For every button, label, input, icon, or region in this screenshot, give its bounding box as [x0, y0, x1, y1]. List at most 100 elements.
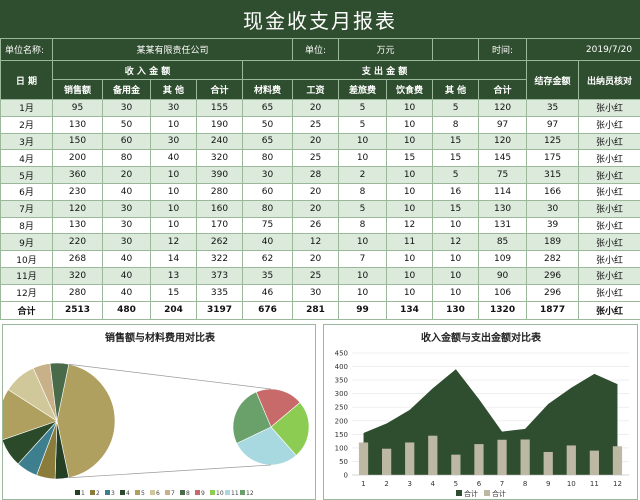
- table-cell[interactable]: 268: [52, 250, 103, 268]
- table-cell[interactable]: 95: [52, 99, 103, 117]
- table-cell[interactable]: 12: [292, 233, 340, 252]
- table-cell[interactable]: 230: [52, 182, 103, 201]
- table-cell[interactable]: 25: [292, 266, 340, 285]
- table-cell[interactable]: 240: [196, 132, 243, 151]
- table-cell[interactable]: 85: [478, 233, 528, 252]
- table-cell[interactable]: 10: [150, 199, 197, 218]
- table-cell[interactable]: 80: [102, 149, 151, 168]
- table-cell[interactable]: 25: [292, 149, 340, 168]
- month-cell[interactable]: 7月: [0, 199, 53, 218]
- table-cell[interactable]: 20: [292, 182, 340, 201]
- total-cell[interactable]: 3197: [196, 300, 243, 320]
- table-cell[interactable]: 175: [526, 149, 580, 168]
- table-cell[interactable]: 296: [526, 283, 580, 302]
- table-cell[interactable]: 335: [196, 283, 243, 302]
- table-cell[interactable]: 155: [196, 99, 243, 117]
- time-value[interactable]: 2019/7/20: [526, 38, 640, 61]
- table-cell[interactable]: 10: [386, 283, 434, 302]
- table-cell[interactable]: 360: [52, 166, 103, 184]
- table-cell[interactable]: 张小红: [578, 283, 640, 302]
- table-cell[interactable]: 80: [241, 199, 294, 218]
- table-cell[interactable]: 145: [478, 149, 528, 168]
- table-cell[interactable]: 7: [338, 250, 388, 268]
- table-cell[interactable]: 张小红: [578, 166, 640, 184]
- table-cell[interactable]: 97: [478, 115, 528, 134]
- table-cell[interactable]: 40: [102, 266, 151, 285]
- table-cell[interactable]: 296: [526, 266, 580, 285]
- table-cell[interactable]: 20: [102, 166, 151, 184]
- table-cell[interactable]: 张小红: [578, 182, 640, 201]
- table-cell[interactable]: 张小红: [578, 250, 640, 268]
- total-cell[interactable]: 134: [386, 300, 434, 320]
- table-cell[interactable]: 50: [241, 115, 294, 134]
- table-cell[interactable]: 39: [526, 216, 580, 235]
- total-cell[interactable]: 1877: [526, 300, 580, 320]
- table-cell[interactable]: 张小红: [578, 216, 640, 235]
- table-cell[interactable]: 10: [338, 132, 388, 151]
- table-cell[interactable]: 30: [102, 233, 151, 252]
- table-cell[interactable]: 12: [432, 233, 480, 252]
- month-cell[interactable]: 5月: [0, 166, 53, 184]
- table-cell[interactable]: 130: [52, 115, 103, 134]
- table-cell[interactable]: 40: [102, 250, 151, 268]
- table-cell[interactable]: 5: [338, 115, 388, 134]
- table-cell[interactable]: 10: [432, 216, 480, 235]
- table-cell[interactable]: 13: [150, 266, 197, 285]
- table-cell[interactable]: 65: [241, 132, 294, 151]
- table-cell[interactable]: 10: [432, 283, 480, 302]
- table-cell[interactable]: 280: [52, 283, 103, 302]
- month-cell[interactable]: 12月: [0, 283, 53, 302]
- table-cell[interactable]: 10: [386, 250, 434, 268]
- table-cell[interactable]: 8: [338, 216, 388, 235]
- table-cell[interactable]: 10: [338, 233, 388, 252]
- table-cell[interactable]: 373: [196, 266, 243, 285]
- table-cell[interactable]: 320: [196, 149, 243, 168]
- table-cell[interactable]: 280: [196, 182, 243, 201]
- table-cell[interactable]: 25: [292, 115, 340, 134]
- table-cell[interactable]: 20: [292, 250, 340, 268]
- table-cell[interactable]: 30: [102, 199, 151, 218]
- combo-chart-panel[interactable]: 收入金额与支出金额对比表 0 50 100 150 200 250 300 350 400 450 1…: [323, 324, 638, 500]
- month-cell[interactable]: 4月: [0, 149, 53, 168]
- table-cell[interactable]: 90: [478, 266, 528, 285]
- table-cell[interactable]: 40: [150, 149, 197, 168]
- table-cell[interactable]: 14: [150, 250, 197, 268]
- table-cell[interactable]: 张小红: [578, 149, 640, 168]
- table-cell[interactable]: 15: [386, 149, 434, 168]
- pie-chart-panel[interactable]: 销售额与材料费用对比表 1 2 3 4 5 6 7 8 9 10 11 12: [2, 324, 316, 500]
- total-cell[interactable]: 130: [432, 300, 480, 320]
- table-cell[interactable]: 12: [386, 216, 434, 235]
- table-cell[interactable]: 30: [292, 283, 340, 302]
- table-cell[interactable]: 张小红: [578, 132, 640, 151]
- table-cell[interactable]: 5: [338, 199, 388, 218]
- table-cell[interactable]: 30: [150, 99, 197, 117]
- total-cell[interactable]: 281: [292, 300, 340, 320]
- table-cell[interactable]: 46: [241, 283, 294, 302]
- table-cell[interactable]: 10: [150, 216, 197, 235]
- table-cell[interactable]: 390: [196, 166, 243, 184]
- table-cell[interactable]: 16: [432, 182, 480, 201]
- total-cell[interactable]: 张小红: [578, 300, 640, 320]
- table-cell[interactable]: 120: [478, 132, 528, 151]
- table-cell[interactable]: 50: [102, 115, 151, 134]
- table-cell[interactable]: 5: [338, 99, 388, 117]
- table-cell[interactable]: 315: [526, 166, 580, 184]
- table-cell[interactable]: 8: [338, 182, 388, 201]
- table-cell[interactable]: 10: [150, 182, 197, 201]
- table-cell[interactable]: 160: [196, 199, 243, 218]
- table-cell[interactable]: 张小红: [578, 233, 640, 252]
- table-cell[interactable]: 60: [241, 182, 294, 201]
- table-cell[interactable]: 2: [338, 166, 388, 184]
- table-cell[interactable]: 10: [432, 266, 480, 285]
- table-cell[interactable]: 30: [102, 99, 151, 117]
- table-cell[interactable]: 20: [292, 99, 340, 117]
- table-cell[interactable]: 10: [386, 182, 434, 201]
- table-cell[interactable]: 10: [432, 250, 480, 268]
- table-cell[interactable]: 75: [478, 166, 528, 184]
- table-cell[interactable]: 15: [432, 132, 480, 151]
- table-cell[interactable]: 10: [386, 99, 434, 117]
- month-cell[interactable]: 6月: [0, 182, 53, 201]
- table-cell[interactable]: 40: [241, 233, 294, 252]
- table-cell[interactable]: 322: [196, 250, 243, 268]
- table-cell[interactable]: 26: [292, 216, 340, 235]
